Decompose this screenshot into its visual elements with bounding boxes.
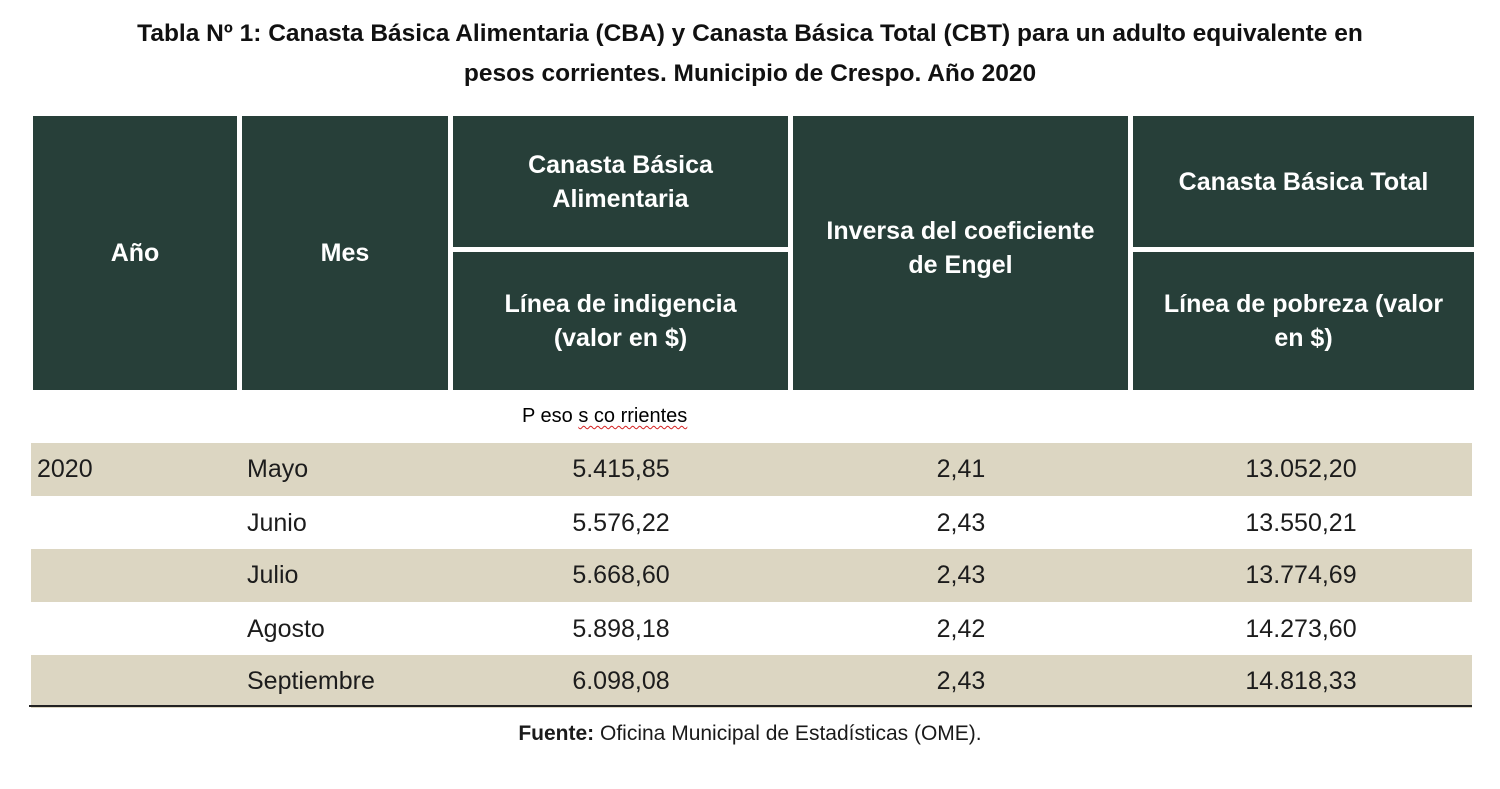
header-cbt-label: Canasta Básica Total [1178,167,1429,196]
header-indigencia-line-1: Línea de indigencia [504,290,737,318]
source-label: Fuente: [518,722,595,745]
cell-cba: 5.576,22 [572,509,670,537]
header-cba: Canasta Básica Alimentaria [453,116,788,247]
header-cba-line-2: Alimentaria [552,184,689,213]
cell-month: Junio [247,509,307,537]
header-indigencia-line-2: (valor en $) [553,324,688,352]
cell-year: 2020 [37,455,93,483]
header-engel-line-1: Inversa del coeficiente [826,217,1095,245]
header-cbt-pobreza: Línea de pobreza (valor en $) [1133,252,1474,390]
cell-cba: 5.898,18 [572,615,670,643]
cell-engel: 2,43 [936,667,986,695]
units-note-part-1: P eso [522,405,579,427]
table-bottom-rule [29,705,1472,707]
title-line-2: pesos corrientes. Municipio de Crespo. A… [463,60,1037,87]
header-cbt: Canasta Básica Total [1133,116,1474,247]
table-row: Julio 5.668,60 2,43 13.774,69 [31,549,1472,602]
cell-month: Septiembre [247,667,375,695]
header-pobreza-line-1: Línea de pobreza (valor [1163,290,1444,318]
cell-month: Mayo [247,455,309,483]
header-engel: Inversa del coeficiente de Engel [793,116,1128,390]
table-row: Junio 5.576,22 2,43 13.550,21 [31,497,1472,550]
title-line-1: Tabla Nº 1: Canasta Básica Alimentaria (… [137,20,1363,47]
cell-cba: 6.098,08 [572,667,670,695]
cell-engel: 2,42 [936,615,986,643]
cell-month: Agosto [247,615,325,643]
units-note-part-2: s co rrientes [578,405,688,427]
cell-cbt: 13.052,20 [1245,455,1357,483]
table-header: Año Mes Canasta Básica Alimentaria Línea… [33,116,1474,390]
units-note: P eso s co rrientes [522,405,687,428]
cell-engel: 2,43 [936,509,986,537]
cell-cba: 5.668,60 [572,561,670,589]
cell-cbt: 13.550,21 [1245,509,1357,537]
table-row: Septiembre 6.098,08 2,43 14.818,33 [31,655,1472,708]
table-title: Tabla Nº 1: Canasta Básica Alimentaria (… [20,14,1480,94]
header-cba-line-1: Canasta Básica [528,150,713,179]
cell-cbt: 13.774,69 [1245,561,1357,589]
cell-cba: 5.415,85 [572,455,670,483]
cell-cbt: 14.818,33 [1245,667,1357,695]
header-month-label: Mes [320,239,370,267]
header-cba-indigencia: Línea de indigencia (valor en $) [453,252,788,390]
source-text: Oficina Municipal de Estadísticas (OME). [594,722,982,745]
header-month: Mes [242,116,448,390]
cell-cbt: 14.273,60 [1245,615,1357,643]
header-year: Año [33,116,237,390]
header-engel-line-2: de Engel [908,251,1013,279]
cell-engel: 2,43 [936,561,986,589]
cell-month: Julio [247,561,299,589]
table-row: 2020 Mayo 5.415,85 2,41 13.052,20 [31,443,1472,496]
cell-engel: 2,41 [936,455,986,483]
header-year-label: Año [110,239,160,267]
source-note: Fuente: Oficina Municipal de Estadística… [0,722,1500,746]
header-pobreza-line-2: en $) [1274,324,1333,352]
table-row: Agosto 5.898,18 2,42 14.273,60 [31,603,1472,656]
